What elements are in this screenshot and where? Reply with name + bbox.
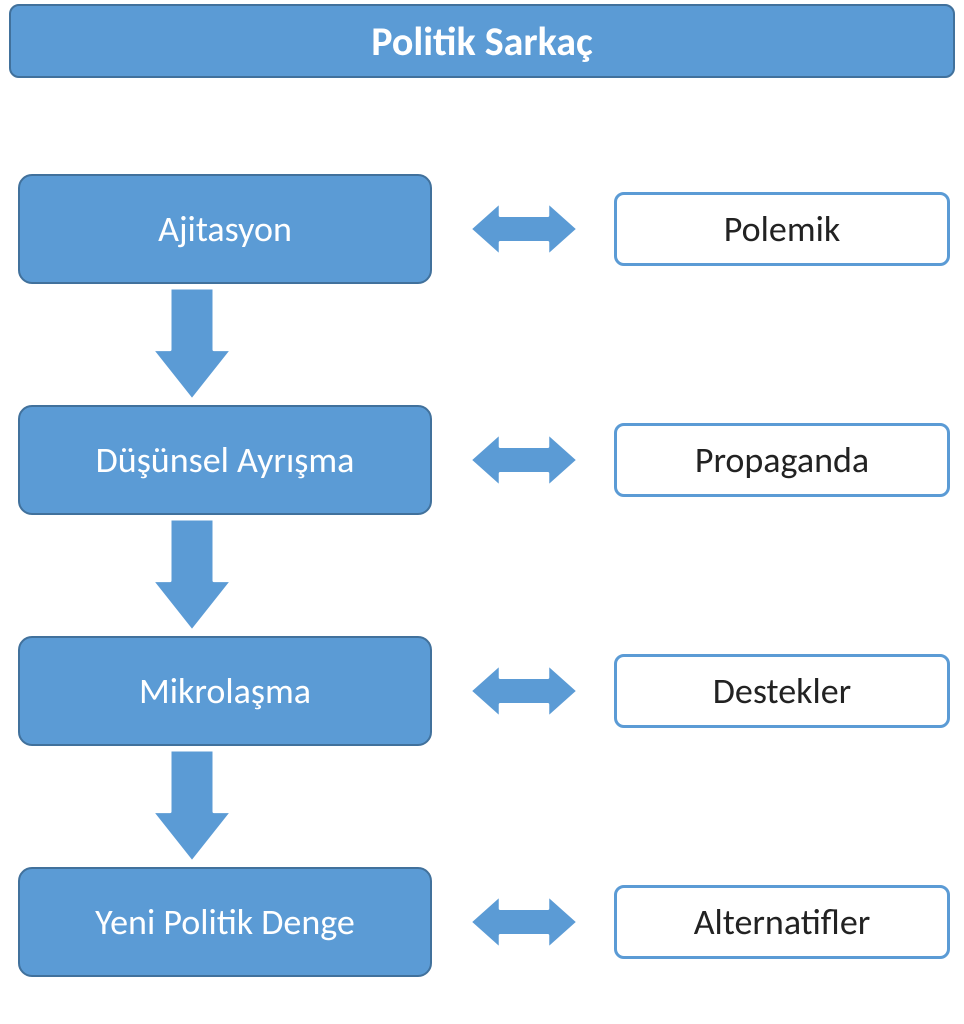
side-box-propaganda: Propaganda: [614, 423, 950, 497]
bidirectional-arrow-icon: [470, 895, 578, 949]
side-box-destekler: Destekler: [614, 654, 950, 728]
main-box-label: Mikrolaşma: [139, 669, 311, 713]
down-arrow-icon: [152, 519, 232, 631]
bidirectional-arrow-icon: [470, 433, 578, 487]
bidirectional-arrow-icon: [470, 664, 578, 718]
side-box-alternatifler: Alternatifler: [614, 885, 950, 959]
side-box-label: Propaganda: [695, 438, 869, 482]
side-box-label: Destekler: [713, 669, 851, 713]
main-box-label: Düşünsel Ayrışma: [96, 438, 355, 482]
main-box-ayrisma: Düşünsel Ayrışma: [18, 405, 432, 515]
down-arrow-icon: [152, 288, 232, 400]
down-arrow-icon: [152, 750, 232, 862]
title-text: Politik Sarkaç: [371, 17, 593, 66]
main-box-label: Yeni Politik Denge: [95, 900, 355, 944]
main-box-mikrolasma: Mikrolaşma: [18, 636, 432, 746]
main-box-label: Ajitasyon: [158, 207, 292, 251]
side-box-label: Alternatifler: [694, 900, 871, 944]
side-box-polemik: Polemik: [614, 192, 950, 266]
title-bar: Politik Sarkaç: [9, 4, 955, 78]
main-box-ajitasyon: Ajitasyon: [18, 174, 432, 284]
side-box-label: Polemik: [724, 207, 840, 251]
bidirectional-arrow-icon: [470, 202, 578, 256]
main-box-denge: Yeni Politik Denge: [18, 867, 432, 977]
